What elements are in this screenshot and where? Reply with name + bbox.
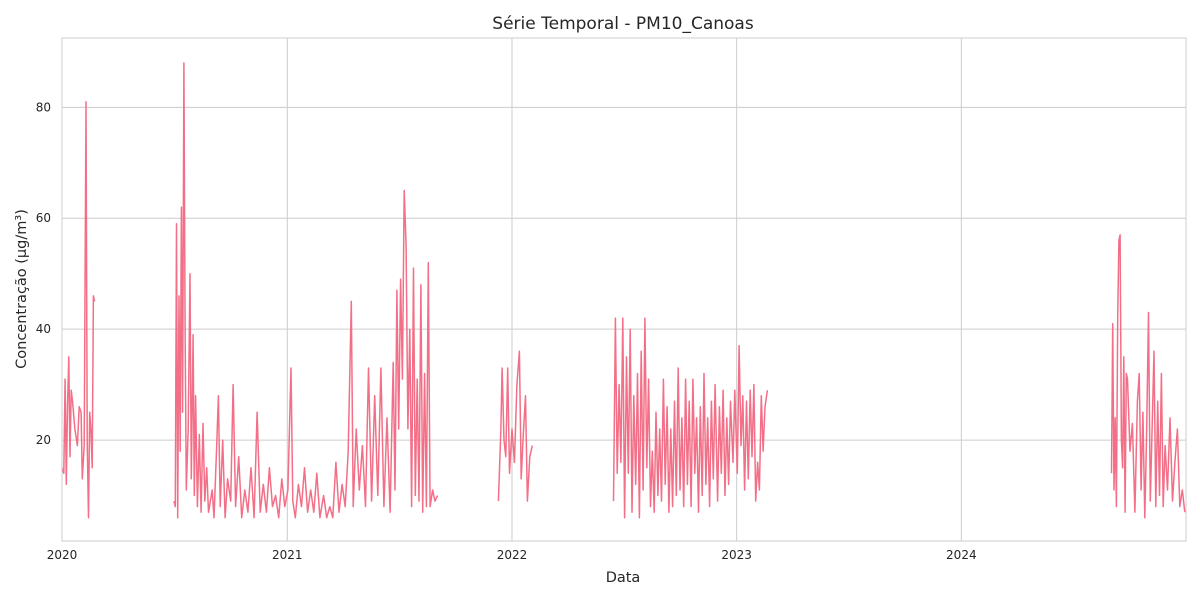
- x-tick-label: 2020: [47, 548, 78, 562]
- y-axis-ticks: 20 40 60 80: [36, 100, 51, 447]
- series-line: [1110, 234, 1186, 519]
- x-tick-label: 2021: [272, 548, 303, 562]
- series-line: [61, 101, 96, 519]
- series-line: [612, 317, 769, 519]
- y-axis-label: Concentração (µg/m³): [14, 209, 30, 369]
- x-tick-label: 2024: [946, 548, 977, 562]
- plot-frame: [61, 37, 1187, 542]
- chart-title: Série Temporal - PM10_Canoas: [492, 14, 754, 34]
- x-axis-ticks: 2020 2021 2022 2023 2024: [47, 548, 977, 562]
- x-tick-label: 2023: [721, 548, 752, 562]
- y-tick-label: 40: [36, 322, 51, 336]
- y-tick-label: 60: [36, 211, 51, 225]
- x-tick-label: 2022: [497, 548, 528, 562]
- y-tick-label: 20: [36, 433, 51, 447]
- series-line: [497, 350, 534, 502]
- series-line: [173, 62, 439, 519]
- y-tick-label: 80: [36, 100, 51, 114]
- x-axis-label: Data: [606, 570, 641, 586]
- series-lines: [61, 62, 1186, 519]
